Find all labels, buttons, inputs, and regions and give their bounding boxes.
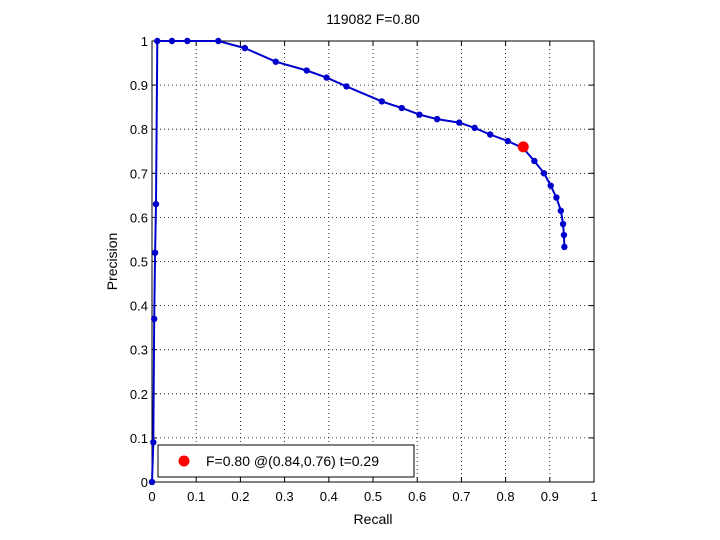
data-point [148, 478, 156, 486]
x-axis-label: Recall [354, 511, 393, 527]
legend-marker [178, 455, 190, 467]
chart-title: 119082 F=0.80 [326, 11, 420, 27]
data-point [557, 207, 565, 214]
data-point [241, 44, 249, 52]
data-point [416, 111, 423, 118]
series-layer [148, 37, 568, 486]
x-tick-label: 0.3 [276, 489, 294, 504]
x-tick-label: 0.4 [320, 489, 338, 504]
data-point [553, 194, 560, 201]
y-tick-label: 0.5 [130, 255, 148, 270]
x-tick-label: 0.1 [187, 489, 205, 504]
best-f-point [517, 141, 529, 153]
y-tick-label: 0.2 [130, 387, 148, 402]
y-tick-label: 0.6 [130, 210, 148, 225]
data-point [547, 182, 554, 189]
data-point [184, 37, 191, 45]
data-point [559, 220, 567, 228]
y-tick-label: 0.9 [130, 78, 148, 93]
best-point-layer [517, 141, 529, 153]
data-point [455, 119, 463, 126]
data-point [152, 200, 160, 208]
x-tick-label: 0.7 [452, 489, 470, 504]
data-point [433, 115, 441, 123]
data-point [151, 315, 158, 323]
data-point [486, 131, 494, 138]
data-point [561, 243, 568, 251]
x-tick-label: 0 [148, 489, 155, 504]
legend-text: F=0.80 @(0.84,0.76) t=0.29 [206, 453, 379, 469]
x-tick-label: 0.8 [497, 489, 515, 504]
x-tick-label: 0.2 [231, 489, 249, 504]
grid-lines [152, 41, 594, 482]
series-line [151, 40, 566, 483]
data-point [168, 37, 176, 45]
y-tick-label: 0.1 [130, 431, 148, 446]
x-tick-label: 0.5 [364, 489, 382, 504]
y-tick-label: 0.8 [130, 122, 148, 137]
data-point [540, 170, 548, 177]
data-point [378, 98, 386, 105]
data-point [504, 137, 512, 145]
legend: F=0.80 @(0.84,0.76) t=0.29 [157, 444, 415, 478]
legend-box [157, 444, 415, 478]
data-point [151, 249, 159, 256]
data-point [215, 37, 222, 45]
data-point [398, 104, 405, 112]
x-tick-label: 0.9 [541, 489, 559, 504]
x-tick-label: 1 [590, 489, 597, 504]
data-point [343, 83, 350, 90]
x-tick-label: 0.6 [408, 489, 426, 504]
y-tick-label: 1 [141, 34, 148, 49]
data-point [154, 37, 161, 45]
y-tick-label: 0 [141, 475, 148, 490]
data-point [471, 124, 478, 132]
y-tick-label: 0.3 [130, 343, 148, 358]
data-point [303, 67, 310, 74]
data-point [531, 157, 538, 165]
y-tick-label: 0.4 [130, 299, 148, 314]
y-axis-label: Precision [104, 233, 120, 291]
data-point [560, 231, 568, 239]
data-point [272, 58, 279, 65]
tick-labels: 0 0.1 0.2 0.3 0.4 0.5 0.6 0.7 0.8 0.9 1 0 0.1 0.2 0.3 0… [130, 34, 598, 504]
y-tick-label: 0.7 [130, 166, 148, 181]
data-point [150, 439, 157, 446]
data-point [323, 74, 330, 81]
